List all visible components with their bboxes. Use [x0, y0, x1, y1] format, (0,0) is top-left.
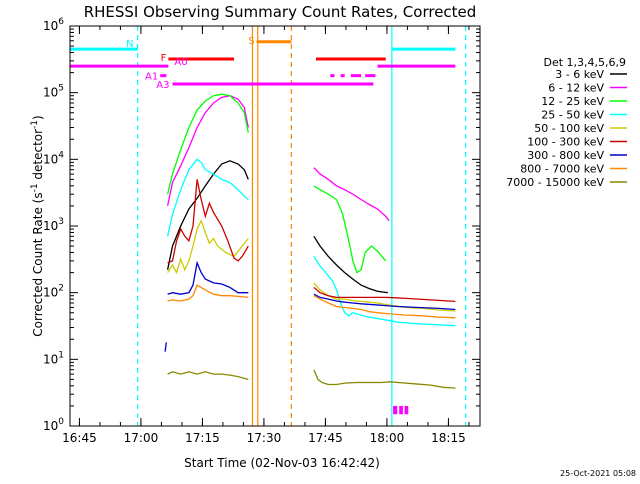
series-line: [166, 93, 249, 195]
legend-label: 3 - 6 keV: [555, 68, 604, 81]
series-line: [313, 256, 456, 327]
y-tick-label: 104: [43, 150, 64, 166]
legend-label: 25 - 50 keV: [541, 109, 604, 122]
y-tick-label: 103: [43, 217, 64, 233]
state-bar-label: S: [248, 36, 254, 47]
x-tick-label: 17:00: [124, 431, 159, 445]
series-line: [313, 235, 388, 294]
y-axis-label-part: ): [31, 115, 45, 120]
state-bar-label: F: [161, 53, 167, 64]
legend-label: 50 - 100 keV: [534, 122, 604, 135]
state-bar-label: A1: [145, 72, 158, 83]
series-line: [166, 160, 249, 270]
x-axis-label: Start Time (02-Nov-03 16:42:42): [184, 456, 380, 470]
y-tick-exponent: 6: [58, 17, 64, 27]
footer-timestamp: 25-Oct-2021 05:08: [560, 469, 636, 478]
y-tick-base: 10: [43, 286, 58, 300]
y-tick-label: 105: [43, 84, 64, 100]
series-line: [313, 293, 456, 311]
series-line: [313, 185, 387, 274]
legend-title: Det 1,3,4,5,6,9: [543, 56, 626, 69]
y-axis-label-exponent: -1: [30, 183, 40, 192]
attenuator-block: [399, 405, 403, 415]
x-tick-label: 18:15: [431, 431, 466, 445]
y-tick-exponent: 5: [58, 84, 64, 94]
legend-label: 6 - 12 keV: [548, 82, 604, 95]
x-tick-label: 17:45: [308, 431, 343, 445]
series-line: [166, 95, 249, 207]
y-axis-label-part: detector: [31, 129, 45, 184]
series-line: [167, 260, 249, 295]
y-tick-base: 10: [43, 19, 58, 33]
series-line: [167, 371, 249, 381]
y-tick-exponent: 2: [58, 284, 64, 294]
x-tick-label: 16:45: [62, 431, 97, 445]
x-tick-label: 17:30: [247, 431, 282, 445]
series-line: [313, 167, 390, 222]
chart-title: RHESSI Observing Summary Count Rates, Co…: [84, 3, 477, 21]
series-line: [313, 286, 456, 303]
x-tick-label: 18:00: [370, 431, 405, 445]
y-tick-label: 100: [43, 417, 64, 433]
y-tick-base: 10: [43, 86, 58, 100]
y-axis-label: Corrected Count Rate (s-1 detector-1): [30, 115, 45, 336]
series-line: [167, 284, 249, 302]
series-line: [167, 219, 249, 275]
x-axis: 16:45 17:00 17:15 17:30 17:45 18:00 18:15: [62, 26, 470, 445]
y-tick-exponent: 3: [58, 217, 64, 227]
state-bar-label: A3: [156, 80, 169, 91]
y-tick-base: 10: [43, 152, 58, 166]
attenuator-block: [393, 405, 398, 415]
legend-label: 300 - 800 keV: [527, 149, 604, 162]
attenuator-block: [404, 405, 409, 415]
y-tick-exponent: 1: [58, 350, 64, 360]
y-tick-label: 102: [43, 284, 64, 300]
series-line: [313, 295, 456, 319]
legend-label: 100 - 300 keV: [527, 136, 604, 149]
y-axis-label-part: Corrected Count Rate (s: [31, 192, 45, 336]
series-line: [164, 342, 167, 352]
state-bar-label: N: [126, 39, 133, 50]
y-tick-label: 106: [43, 17, 64, 33]
series-line: [313, 369, 456, 389]
legend-label: 800 - 7000 keV: [520, 163, 604, 176]
series-line: [166, 158, 249, 237]
legend-label: 7000 - 15000 keV: [506, 176, 604, 189]
y-tick-base: 10: [43, 352, 58, 366]
y-axis-label-exponent: -1: [30, 120, 40, 129]
y-tick-base: 10: [43, 419, 58, 433]
series-line: [167, 179, 249, 264]
y-tick-label: 101: [43, 350, 64, 366]
y-tick-base: 10: [43, 219, 58, 233]
y-tick-exponent: 4: [58, 150, 64, 160]
x-tick-label: 17:15: [185, 431, 220, 445]
y-tick-exponent: 0: [58, 417, 64, 427]
legend-label: 12 - 25 keV: [541, 95, 604, 108]
state-bar-label: A0: [174, 57, 187, 68]
